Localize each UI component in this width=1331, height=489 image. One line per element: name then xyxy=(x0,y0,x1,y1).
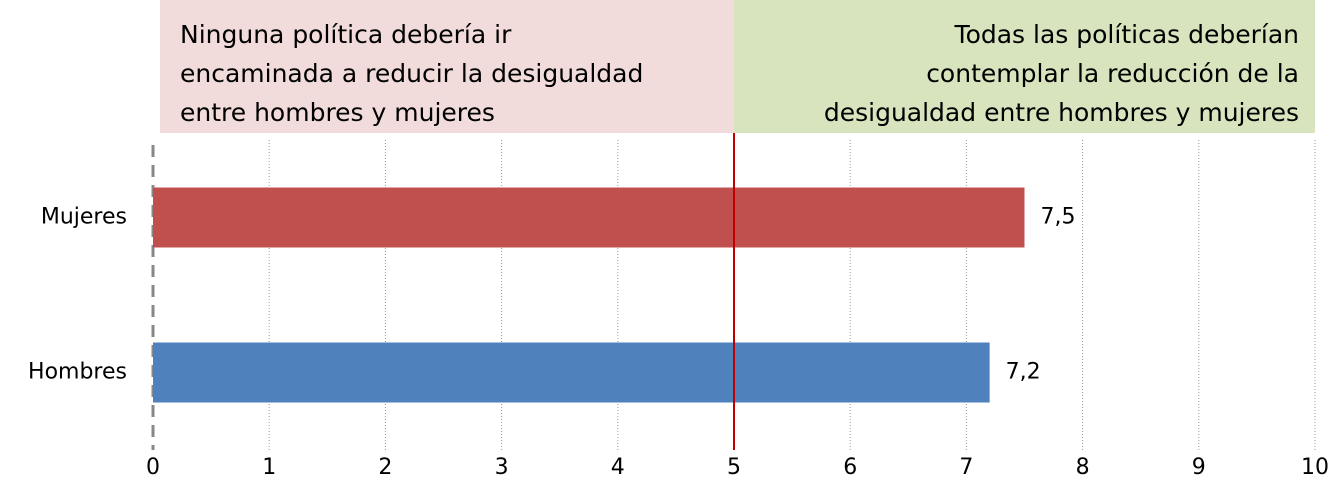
annotation-text: contemplar la reducción de la xyxy=(926,59,1299,88)
x-tick-label: 10 xyxy=(1301,455,1329,480)
value-label: 7,5 xyxy=(1041,205,1076,230)
annotation-text: Ninguna política debería ir xyxy=(180,20,512,49)
x-tick-label: 2 xyxy=(378,455,392,480)
annotation-text: Todas las políticas deberían xyxy=(954,20,1299,49)
value-label: 7,2 xyxy=(1006,360,1041,385)
x-tick-label: 7 xyxy=(959,455,973,480)
x-tick-label: 9 xyxy=(1192,455,1206,480)
annotation-text: encaminada a reducir la desigualdad xyxy=(180,59,643,88)
x-tick-label: 3 xyxy=(495,455,509,480)
bar xyxy=(153,342,990,403)
annotation-box xyxy=(734,0,1315,133)
x-tick-label: 8 xyxy=(1076,455,1090,480)
annotation-text: desigualdad entre hombres y mujeres xyxy=(824,98,1299,127)
x-tick-label: 5 xyxy=(727,455,741,480)
x-tick-label: 0 xyxy=(146,455,160,480)
bar xyxy=(153,187,1025,248)
y-tick-label: Hombres xyxy=(28,360,127,385)
annotation-box xyxy=(160,0,734,133)
x-tick-label: 4 xyxy=(611,455,625,480)
x-tick-label: 1 xyxy=(262,455,276,480)
annotation-text: entre hombres y mujeres xyxy=(180,98,495,127)
x-tick-label: 6 xyxy=(843,455,857,480)
y-tick-label: Mujeres xyxy=(41,205,127,230)
